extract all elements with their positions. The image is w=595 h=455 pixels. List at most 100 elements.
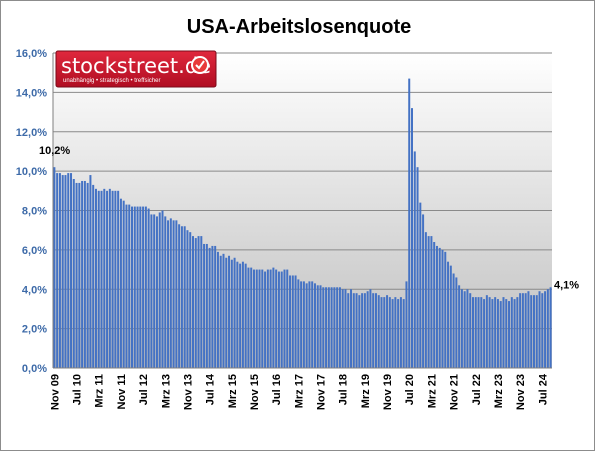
bar [222,253,225,368]
bar [363,293,366,368]
value-annotation: 4,1% [554,279,579,291]
bar [183,226,186,368]
bar [219,255,222,368]
bar [549,287,552,368]
bar [83,180,86,368]
y-tick-label: 8,0% [22,206,47,218]
bar [167,220,170,368]
bar [289,275,292,368]
bar [313,283,316,368]
x-tick-label: Nov 13 [182,374,194,410]
bar [153,214,156,368]
bar [108,188,111,368]
x-tick-label: Jul 10 [72,374,84,405]
x-tick-label: Nov 17 [316,374,328,410]
bar [230,259,233,368]
bar [408,78,411,368]
bar [297,279,300,368]
bar [344,289,347,368]
bar [258,269,261,368]
bar [197,236,200,368]
bar [67,173,70,368]
bar [438,247,441,368]
bar [161,210,164,368]
x-tick-label: Nov 23 [515,374,527,410]
bar [374,293,377,368]
bar [86,182,89,368]
bar [322,287,325,368]
x-tick-label: Mrz 17 [293,374,305,408]
bar [119,198,122,368]
bar [70,173,73,368]
bar [341,289,344,368]
x-tick-label: Mrz 15 [227,374,239,408]
bar [480,297,483,368]
bar [477,297,480,368]
y-tick-label: 6,0% [22,245,47,257]
bar [300,281,303,368]
bar [355,293,358,368]
bar [277,271,280,368]
bar [458,285,461,368]
bar [330,287,333,368]
bar [194,238,197,368]
bar [139,206,142,368]
bar [128,204,131,368]
bar [269,269,272,368]
bar [75,182,78,368]
bar [416,167,419,368]
bar [144,206,147,368]
bar [316,285,319,368]
bar [61,175,64,368]
bar [311,281,314,368]
bar [338,287,341,368]
x-tick-label: Nov 19 [382,374,394,410]
bar [78,182,81,368]
x-tick-label: Nov 11 [116,374,128,409]
bar [433,242,436,368]
bar [244,263,247,368]
bar [94,188,97,368]
bar [255,269,258,368]
bar [233,257,236,368]
bar [471,297,474,368]
bar [485,295,488,368]
bar [291,275,294,368]
bar [103,188,106,368]
bar [308,281,311,368]
bar [117,190,120,368]
y-tick-label: 0,0% [22,363,47,375]
bar [216,251,219,368]
y-tick-label: 10,0% [16,166,47,178]
bar [280,271,283,368]
x-tick-label: Mrz 11 [94,374,106,408]
bar [136,206,139,368]
bar [58,173,61,368]
bar [505,299,508,368]
bar [275,269,278,368]
x-tick-label: Jul 22 [471,374,483,405]
bar [122,200,125,368]
bar [53,167,56,368]
bar [352,293,355,368]
bar [125,204,128,368]
bar [419,202,422,368]
bar [347,293,350,368]
bar [372,293,375,368]
bar [399,297,402,368]
bar [447,261,450,368]
bar [380,297,383,368]
bar [89,175,92,368]
bar [261,269,264,368]
bar [532,295,535,368]
x-tick-label: Jul 18 [338,374,350,405]
bar [72,179,75,368]
y-tick-label: 14,0% [16,87,47,99]
value-annotation: 10,2% [39,145,70,157]
bar [424,232,427,368]
bar [499,301,502,368]
chart-title: USA-Arbeitslosenquote [187,16,411,38]
x-tick-label: Mrz 19 [360,374,372,408]
